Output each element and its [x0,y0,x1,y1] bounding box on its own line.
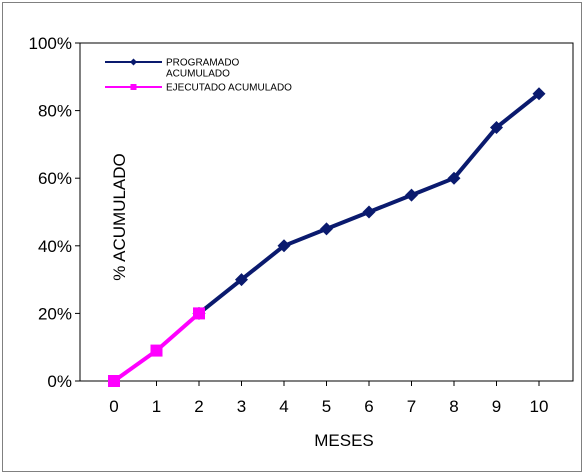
chart-frame [2,2,582,472]
data-point-diamond [320,222,333,236]
legend: PROGRAMADO ACUMULADO EJECUTADO ACUMULADO [105,58,292,94]
x-tick-label: 8 [449,397,458,416]
x-tick-label: 2 [194,397,203,416]
legend-marker-diamond [130,58,137,66]
data-point-square [150,344,163,357]
legend-label-2: EJECUTADO ACUMULADO [166,83,292,94]
y-tick-label: 0% [47,372,72,391]
data-point-square [108,375,120,387]
x-tick-label: 3 [237,397,246,416]
plot-border [79,42,574,382]
series-line-1 [197,92,541,315]
data-point-diamond [532,87,546,101]
y-tick-label: 60% [38,169,72,188]
x-tick-label: 7 [407,397,416,416]
x-tick-label: 4 [279,397,288,416]
legend-marker-square [130,84,137,90]
data-point-diamond [447,171,461,185]
data-point-diamond [405,188,418,202]
data-point-square [193,307,205,320]
y-axis-ticks: 0% 20% 40% 60% 80% 100% [29,34,80,391]
y-axis-title: % ACUMULADO [110,153,129,281]
y-tick-label: 80% [38,102,72,121]
x-tick-label: 6 [364,397,373,416]
x-tick-label: 1 [152,397,161,416]
x-tick-label: 9 [492,397,501,416]
x-axis-title: MESES [314,431,374,450]
plot-area [79,42,574,382]
data-point-diamond [490,121,503,134]
y-tick-label: 20% [38,304,72,323]
legend-label-1: PROGRAMADO ACUMULADO [166,58,240,80]
x-tick-label: 10 [530,397,549,416]
data-point-diamond [235,273,248,287]
series-layer [108,87,546,387]
x-tick-label: 0 [109,397,118,416]
y-tick-label: 40% [38,237,72,256]
x-axis-ticks: 0 1 2 3 4 5 6 7 8 9 10 [109,381,548,416]
data-point-diamond [362,205,376,219]
data-point-diamond [277,239,291,253]
x-tick-label: 5 [322,397,331,416]
y-tick-label: 100% [29,34,72,53]
